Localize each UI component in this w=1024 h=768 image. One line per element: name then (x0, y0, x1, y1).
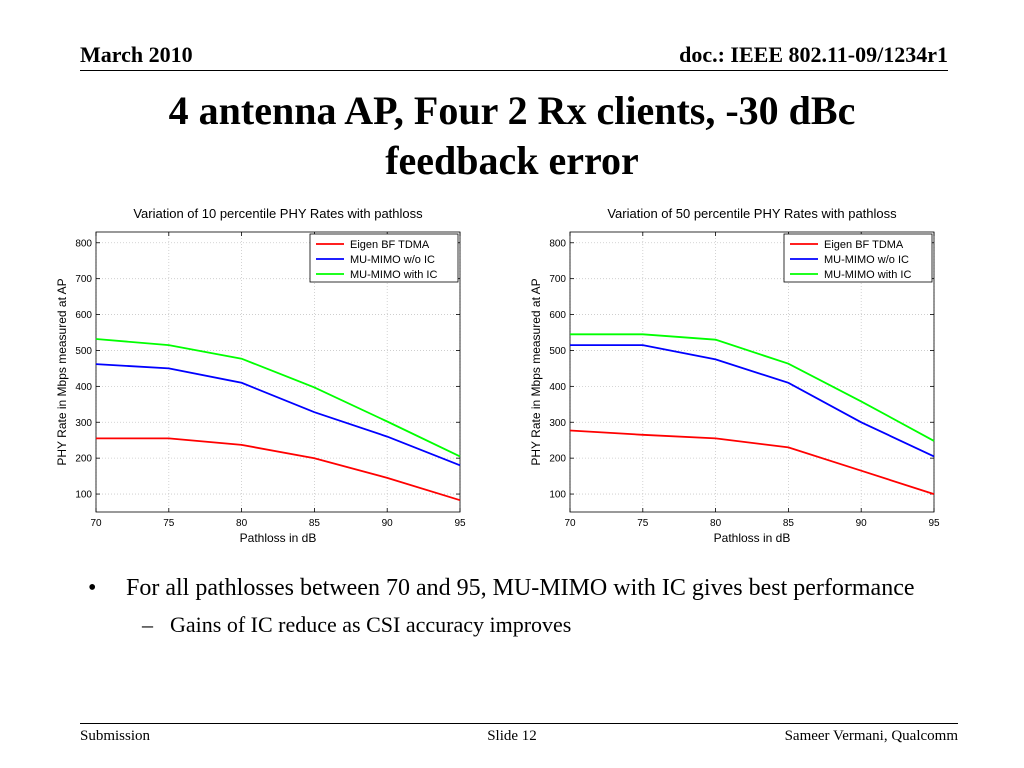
series-line-1 (95, 363, 461, 467)
footer-slide-number: Slide 12 (487, 728, 537, 744)
y-tick-label: 600 (75, 310, 92, 321)
x-axis-label: Pathloss in dB (240, 531, 317, 545)
series-line-0 (96, 437, 461, 502)
x-tick-label: 75 (163, 518, 175, 529)
y-tick-label: 400 (549, 382, 566, 393)
y-axis-label: PHY Rate in Mbps measured at AP (55, 278, 69, 465)
x-tick-label: 80 (710, 518, 722, 529)
plot-frame (569, 231, 935, 513)
y-tick-label: 400 (75, 382, 92, 393)
chart-50-percentile: 70 75 80 85 90 95 100 200 300 400 500 600 700 800 Vari… (526, 200, 946, 552)
y-tick-label: 800 (549, 238, 566, 249)
series-line-2 (570, 333, 935, 442)
footer-submission: Submission (80, 728, 151, 744)
legend: Eigen BF TDMA MU-MIMO w/o IC MU-MIMO with … (309, 233, 459, 283)
slide-title: 4 antenna AP, Four 2 Rx clients, -30 dBc… (60, 86, 964, 186)
legend-label-0: Eigen BF TDMA (824, 239, 904, 251)
x-tick-label: 90 (856, 518, 868, 529)
y-tick-label: 700 (549, 274, 566, 285)
x-tick-label: 95 (454, 518, 466, 529)
x-tick-label: 70 (90, 518, 102, 529)
x-tick-label: 85 (783, 518, 795, 529)
y-tick-label: 300 (75, 418, 92, 429)
x-tick-label: 95 (928, 518, 940, 529)
legend-label-0: Eigen BF TDMA (350, 239, 430, 251)
y-tick-label: 600 (549, 310, 566, 321)
y-tick-label: 200 (549, 454, 566, 465)
chart-title: Variation of 50 percentile PHY Rates wit… (607, 206, 897, 221)
legend-label-1: MU-MIMO w/o IC (824, 254, 909, 266)
chart-10-percentile-svg: 70 75 80 85 90 95 100 200 300 400 500 600 700 800 Vari… (55, 206, 466, 545)
bullet-marker: • (88, 575, 97, 601)
slide-title-line1: 4 antenna AP, Four 2 Rx clients, -30 dBc (168, 88, 856, 133)
legend-label-1: MU-MIMO w/o IC (350, 254, 435, 266)
y-tick-label: 700 (75, 274, 92, 285)
chart-title: Variation of 10 percentile PHY Rates wit… (133, 206, 423, 221)
legend: Eigen BF TDMA MU-MIMO w/o IC MU-MIMO with … (783, 233, 933, 283)
bullet-text: For all pathlosses between 70 and 95, MU… (126, 575, 915, 601)
chart-10-percentile: 70 75 80 85 90 95 100 200 300 400 500 600 700 800 Vari… (52, 200, 472, 552)
y-tick-label: 100 (75, 490, 92, 501)
y-tick-label: 500 (75, 346, 92, 357)
sub-bullet-marker: – (142, 612, 153, 637)
x-tick-label: 85 (309, 518, 321, 529)
sub-bullet-text: Gains of IC reduce as CSI accuracy impro… (170, 612, 572, 637)
header-divider (80, 70, 948, 71)
slide-title-line2: feedback error (385, 138, 639, 183)
bullet-list: • For all pathlosses between 70 and 95, … (84, 572, 944, 640)
series-line-0 (569, 429, 935, 495)
x-tick-label: 90 (382, 518, 394, 529)
header-doc-id: doc.: IEEE 802.11-09/1234r1 (679, 42, 948, 67)
series-line-1 (570, 344, 935, 458)
legend-label-2: MU-MIMO with IC (824, 269, 911, 281)
legend-label-2: MU-MIMO with IC (350, 269, 437, 281)
bullet-item: • For all pathlosses between 70 and 95, … (84, 572, 944, 604)
footer-divider (80, 723, 958, 724)
plot-frame (95, 231, 461, 513)
series-line-2 (95, 338, 461, 458)
sub-bullet-item: – Gains of IC reduce as CSI accuracy imp… (84, 610, 944, 640)
footer-author: Sameer Vermani, Qualcomm (784, 728, 958, 744)
x-tick-label: 80 (236, 518, 248, 529)
y-axis-label: PHY Rate in Mbps measured at AP (529, 278, 543, 465)
y-tick-label: 800 (75, 238, 92, 249)
x-tick-label: 75 (637, 518, 649, 529)
y-tick-label: 300 (549, 418, 566, 429)
y-tick-label: 100 (549, 490, 566, 501)
chart-50-percentile-svg: 70 75 80 85 90 95 100 200 300 400 500 600 700 800 Vari… (529, 206, 940, 545)
y-tick-label: 500 (549, 346, 566, 357)
legend-box (309, 233, 459, 283)
x-axis-label: Pathloss in dB (714, 531, 791, 545)
header-date: March 2010 (80, 42, 193, 67)
y-tick-label: 200 (75, 454, 92, 465)
x-tick-label: 70 (564, 518, 576, 529)
